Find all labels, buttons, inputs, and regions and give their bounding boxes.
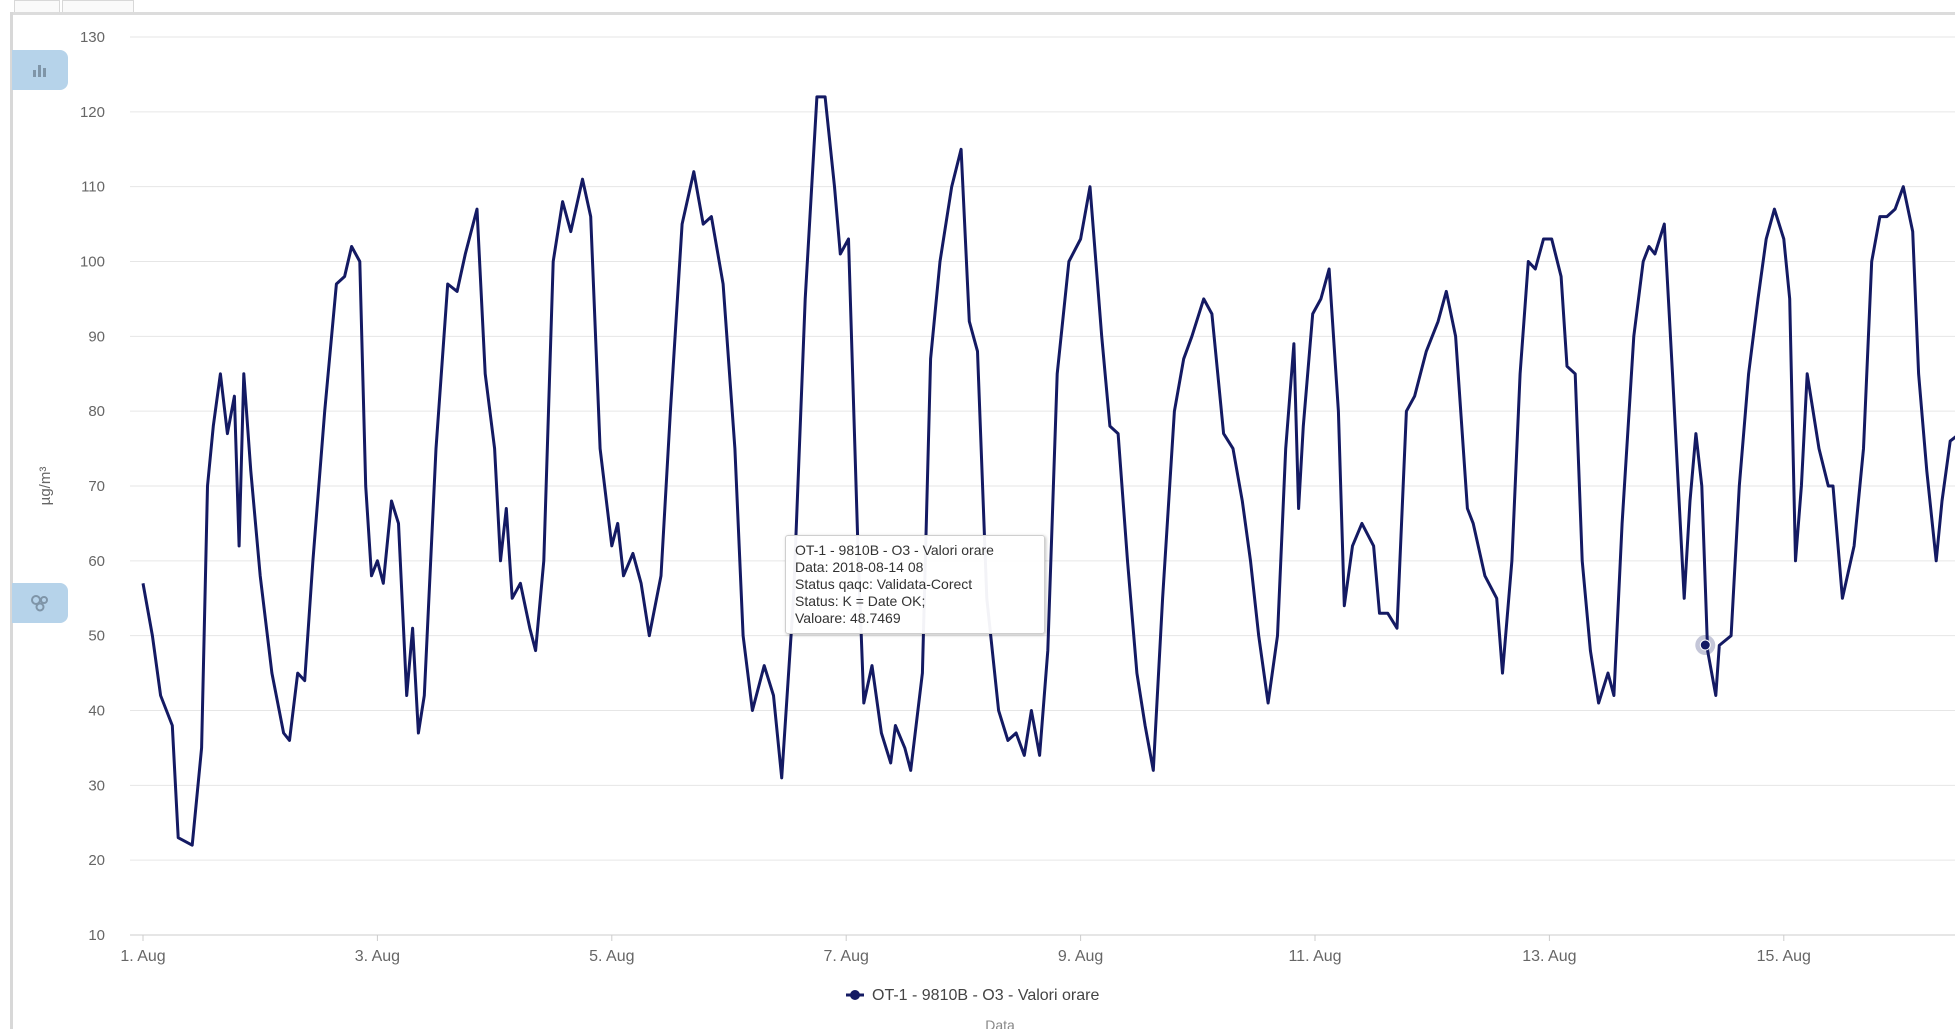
y-tick-label: 130 xyxy=(80,29,105,46)
legend-marker xyxy=(850,990,860,1000)
settings-button[interactable] xyxy=(12,583,68,623)
grid xyxy=(130,36,1955,936)
tooltip-date: Data: 2018-08-14 08 xyxy=(795,559,924,575)
tooltip-title: OT-1 - 9810B - O3 - Valori orare xyxy=(795,542,994,558)
y-tick-label: 70 xyxy=(88,478,105,495)
y-tick-label: 30 xyxy=(88,777,105,794)
y-tick-label: 60 xyxy=(88,553,105,570)
tooltip-status: Status: K = Date OK; xyxy=(795,593,926,609)
x-axis-caption: Data xyxy=(985,1017,1015,1029)
legend-label: OT-1 - 9810B - O3 - Valori orare xyxy=(872,987,1099,1004)
y-tick-label: 100 xyxy=(80,254,105,271)
legend[interactable]: OT-1 - 9810B - O3 - Valori orare xyxy=(846,987,1099,1004)
y-axis: 10 20 30 40 50 60 70 80 90 100 110 120 130 xyxy=(80,29,105,944)
frame-top-border xyxy=(10,12,1955,15)
series-layer xyxy=(141,95,1955,847)
settings-icon xyxy=(31,595,48,612)
y-tick-label: 80 xyxy=(88,403,105,420)
tooltip: OT-1 - 9810B - O3 - Valori orare Data: 2… xyxy=(785,535,1045,634)
series-line[interactable] xyxy=(141,95,1955,847)
y-axis-label: µg/m³ xyxy=(37,467,54,506)
x-tick-label: 13. Aug xyxy=(1522,948,1576,965)
x-tick-label: 15. Aug xyxy=(1757,948,1811,965)
x-tick-label: 11. Aug xyxy=(1288,948,1341,965)
y-tick-label: 120 xyxy=(80,104,105,121)
frame-left-border xyxy=(10,12,13,1029)
x-tick-label: 9. Aug xyxy=(1058,948,1103,965)
x-tick-label: 3. Aug xyxy=(355,948,400,965)
x-axis: 1. Aug 3. Aug 5. Aug 7. Aug 9. Aug 11. Aug 13.… xyxy=(120,935,1811,965)
chart-type-button[interactable] xyxy=(12,50,68,90)
y-tick-label: 10 xyxy=(88,927,105,944)
chart-icon xyxy=(33,65,46,77)
y-tick-label: 20 xyxy=(88,852,105,869)
hover-point[interactable] xyxy=(1699,639,1711,651)
top-tab xyxy=(62,0,134,13)
top-tab xyxy=(14,0,60,13)
y-tick-label: 110 xyxy=(81,179,105,196)
x-tick-label: 5. Aug xyxy=(589,948,634,965)
x-tick-label: 7. Aug xyxy=(824,948,869,965)
y-tick-label: 90 xyxy=(88,328,105,345)
tooltip-status-qaqc: Status qaqc: Validata-Corect xyxy=(795,576,973,592)
y-tick-label: 50 xyxy=(88,628,105,645)
x-tick-label: 1. Aug xyxy=(120,948,165,965)
y-tick-label: 40 xyxy=(88,703,105,720)
tooltip-value: Valoare: 48.7469 xyxy=(795,610,901,626)
